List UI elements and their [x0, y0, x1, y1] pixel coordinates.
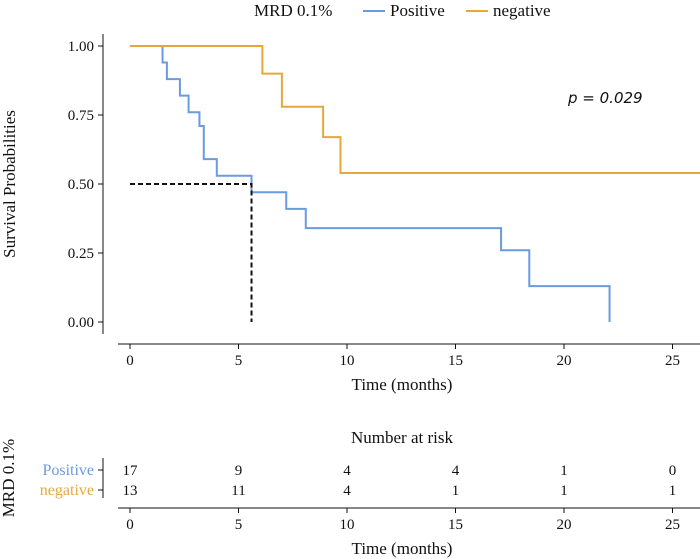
- x-axis-label: Time (months): [352, 375, 453, 394]
- risk-x-tick-label: 25: [665, 517, 680, 533]
- risk-cell: 1: [452, 483, 460, 499]
- risk-cell: 11: [231, 483, 245, 499]
- x-tick-label: 20: [557, 353, 572, 369]
- risk-cell: 1: [669, 483, 677, 499]
- risk-x-tick-label: 15: [448, 517, 463, 533]
- risk-cell: 13: [123, 483, 138, 499]
- x-tick-label: 15: [448, 353, 463, 369]
- risk-x-tick-label: 0: [126, 517, 134, 533]
- survival-curve-positive: [130, 45, 611, 322]
- x-tick-label: 0: [126, 353, 134, 369]
- risk-table-title: Number at risk: [351, 428, 453, 447]
- risk-x-axis-label: Time (months): [352, 539, 453, 558]
- y-tick-label: 1.00: [68, 39, 94, 55]
- risk-x-tick-label: 5: [235, 517, 243, 533]
- legend-label-negative: negative: [493, 1, 551, 20]
- median-survival-line: [130, 183, 253, 322]
- risk-cell: 4: [343, 463, 351, 479]
- risk-row-label: negative: [40, 482, 94, 499]
- risk-cell: 1: [560, 463, 568, 479]
- risk-row-label: Positive: [42, 462, 94, 479]
- y-axis-label: Survival Probabilities: [0, 110, 19, 258]
- risk-table-ylabel: MRD 0.1%: [0, 439, 18, 517]
- legend-label-positive: Positive: [390, 1, 445, 20]
- y-tick-label: 0.50: [68, 177, 94, 193]
- risk-cell: 4: [343, 483, 351, 499]
- survival-curves: [130, 45, 700, 322]
- main-plot-axes: 0.00 0.25 0.50 0.75 1.00 0 5 10 15 20 25: [68, 34, 700, 369]
- risk-x-tick-label: 20: [557, 517, 572, 533]
- x-tick-label: 10: [340, 353, 355, 369]
- x-tick-label: 5: [235, 353, 243, 369]
- risk-cell: 9: [235, 463, 243, 479]
- risk-x-tick-label: 10: [340, 517, 355, 533]
- x-tick-label: 25: [665, 353, 680, 369]
- y-tick-label: 0.00: [68, 315, 94, 331]
- risk-cell: 0: [669, 463, 677, 479]
- legend-title: MRD 0.1%: [254, 1, 332, 20]
- risk-cell: 17: [123, 463, 139, 479]
- y-tick-label: 0.75: [68, 108, 94, 124]
- survival-curve-negative: [130, 45, 700, 174]
- risk-cell: 4: [452, 463, 460, 479]
- p-value-annotation: p = 0.029: [567, 89, 643, 107]
- y-tick-label: 0.25: [68, 246, 94, 262]
- legend: MRD 0.1% Positive negative: [254, 1, 551, 20]
- risk-cell: 1: [560, 483, 568, 499]
